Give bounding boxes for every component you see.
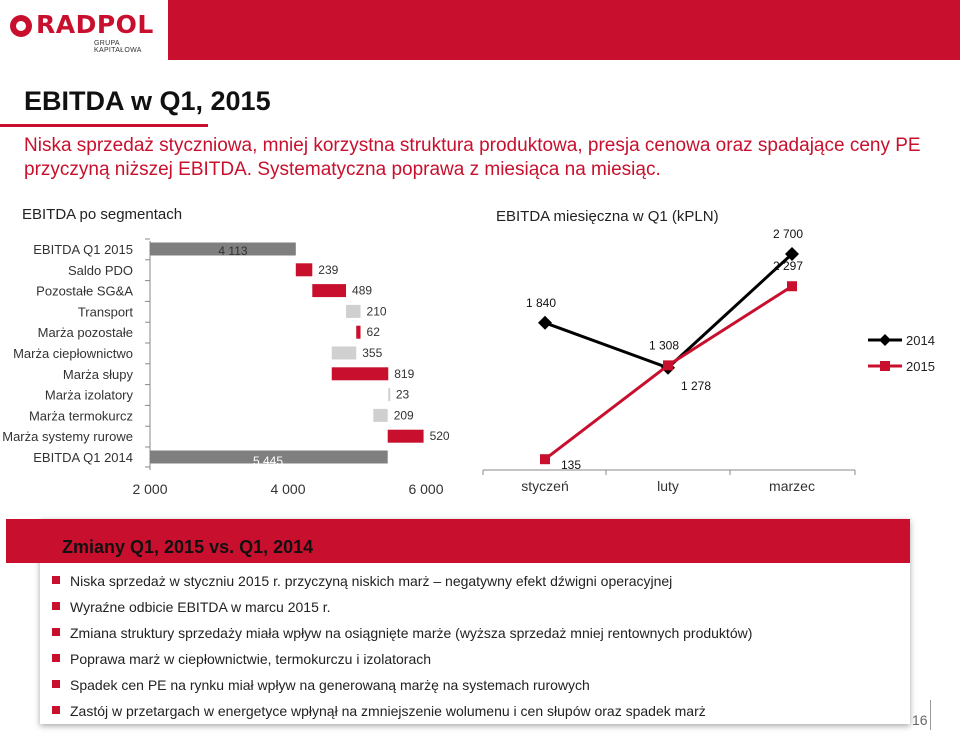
waterfall-bar xyxy=(388,388,391,402)
changes-panel-title: Zmiany Q1, 2015 vs. Q1, 2014 xyxy=(62,537,314,557)
line-x-tick-label: luty xyxy=(657,478,679,494)
line-point-2014 xyxy=(538,315,552,330)
waterfall-category-label: Marża pozostałe xyxy=(38,325,133,340)
waterfall-bar xyxy=(295,263,313,277)
list-item: Zmiana struktury sprzedaży miała wpływ n… xyxy=(52,620,752,646)
bullet-square-icon xyxy=(52,602,60,610)
list-item: Niska sprzedaż w styczniu 2015 r. przycz… xyxy=(52,568,752,594)
list-item: Wyraźne odbicie EBITDA w marcu 2015 r. xyxy=(52,594,752,620)
line-chart-title: EBITDA miesięczna w Q1 (kPLN) xyxy=(496,208,719,225)
waterfall-data-label: 5 445 xyxy=(253,454,283,468)
bullet-square-icon xyxy=(52,654,60,662)
waterfall-category-label: Pozostałe SG&A xyxy=(36,284,133,299)
waterfall-bar xyxy=(387,429,424,443)
legend-marker-2015 xyxy=(880,361,890,371)
page-corner-rule xyxy=(930,700,931,730)
waterfall-bar xyxy=(373,408,388,422)
waterfall-data-label: 520 xyxy=(430,429,450,443)
waterfall-chart-title: EBITDA po segmentach xyxy=(22,206,183,223)
title-underline xyxy=(0,124,208,127)
waterfall-category-label: EBITDA Q1 2014 xyxy=(33,450,133,465)
list-item: Poprawa marż w ciepłownictwie, termokurc… xyxy=(52,646,752,672)
page-title: EBITDA w Q1, 2015 xyxy=(24,86,271,116)
line-point-2015 xyxy=(540,454,550,465)
line-x-tick-label: marzec xyxy=(769,478,815,494)
waterfall-bar xyxy=(331,367,389,381)
changes-list: Niska sprzedaż w styczniu 2015 r. przycz… xyxy=(52,568,752,724)
waterfall-x-tick-label: 2 000 xyxy=(132,481,167,497)
line-point-2015 xyxy=(787,281,797,292)
list-item: Zastój w przetargach w energetyce wpłyną… xyxy=(52,698,752,724)
bullet-square-icon xyxy=(52,628,60,636)
line-data-label: 2 700 xyxy=(773,227,803,241)
list-item: Spadek cen PE na rynku miał wpływ na gen… xyxy=(52,672,752,698)
line-point-2014 xyxy=(785,247,799,261)
logo-circle-icon xyxy=(10,15,32,37)
waterfall-bar xyxy=(150,242,296,256)
line-data-label: 2 297 xyxy=(773,259,803,273)
waterfall-x-tick-label: 4 000 xyxy=(270,481,305,497)
waterfall-bar xyxy=(150,450,388,464)
radpol-logo: RADPOL GRUPA KAPITAŁOWA xyxy=(10,10,160,54)
legend-label: 2014 xyxy=(906,333,935,348)
waterfall-data-label: 239 xyxy=(318,263,338,277)
line-data-label: 135 xyxy=(561,458,581,472)
changes-panel-header xyxy=(6,519,910,563)
waterfall-bar xyxy=(346,304,361,318)
legend-marker-2014 xyxy=(879,334,891,346)
waterfall-x-tick-label: 6 000 xyxy=(408,481,443,497)
line-data-label: 1 308 xyxy=(649,338,679,352)
logo-text: RADPOL xyxy=(36,10,154,39)
line-data-label: 1 278 xyxy=(681,379,711,393)
waterfall-category-label: Marża systemy rurowe xyxy=(2,429,133,444)
waterfall-data-label: 489 xyxy=(352,284,372,298)
waterfall-category-label: Marża termokurcz xyxy=(29,408,133,423)
line-x-tick-label: styczeń xyxy=(521,478,568,494)
waterfall-category-label: Transport xyxy=(78,304,134,319)
waterfall-data-label: 209 xyxy=(394,408,414,422)
bullet-square-icon xyxy=(52,706,60,714)
waterfall-category-label: Saldo PDO xyxy=(68,263,133,278)
waterfall-bar xyxy=(331,346,357,360)
bullet-square-icon xyxy=(52,680,60,688)
legend-label: 2015 xyxy=(906,359,935,374)
waterfall-category-label: EBITDA Q1 2015 xyxy=(33,242,133,257)
page-subtitle: Niska sprzedaż styczniowa, mniej korzyst… xyxy=(24,135,921,180)
waterfall-data-label: 62 xyxy=(367,325,381,339)
bullet-square-icon xyxy=(52,576,60,584)
page-number: 16 xyxy=(912,712,928,728)
waterfall-data-label: 819 xyxy=(394,367,414,381)
waterfall-data-label: 355 xyxy=(362,346,382,360)
waterfall-category-label: Marża słupy xyxy=(63,367,134,382)
header-red-band xyxy=(168,0,960,60)
waterfall-data-label: 210 xyxy=(367,304,387,318)
line-data-label: 1 840 xyxy=(526,296,556,310)
waterfall-bar xyxy=(356,325,361,339)
logo-subtext: GRUPA KAPITAŁOWA xyxy=(94,40,142,54)
waterfall-data-label: 23 xyxy=(396,388,410,402)
waterfall-category-label: Marża ciepłownictwo xyxy=(13,346,133,361)
waterfall-category-label: Marża izolatory xyxy=(45,388,134,403)
waterfall-data-label: 4 113 xyxy=(218,244,247,258)
line-point-2015 xyxy=(663,360,673,371)
waterfall-bar xyxy=(312,284,347,298)
